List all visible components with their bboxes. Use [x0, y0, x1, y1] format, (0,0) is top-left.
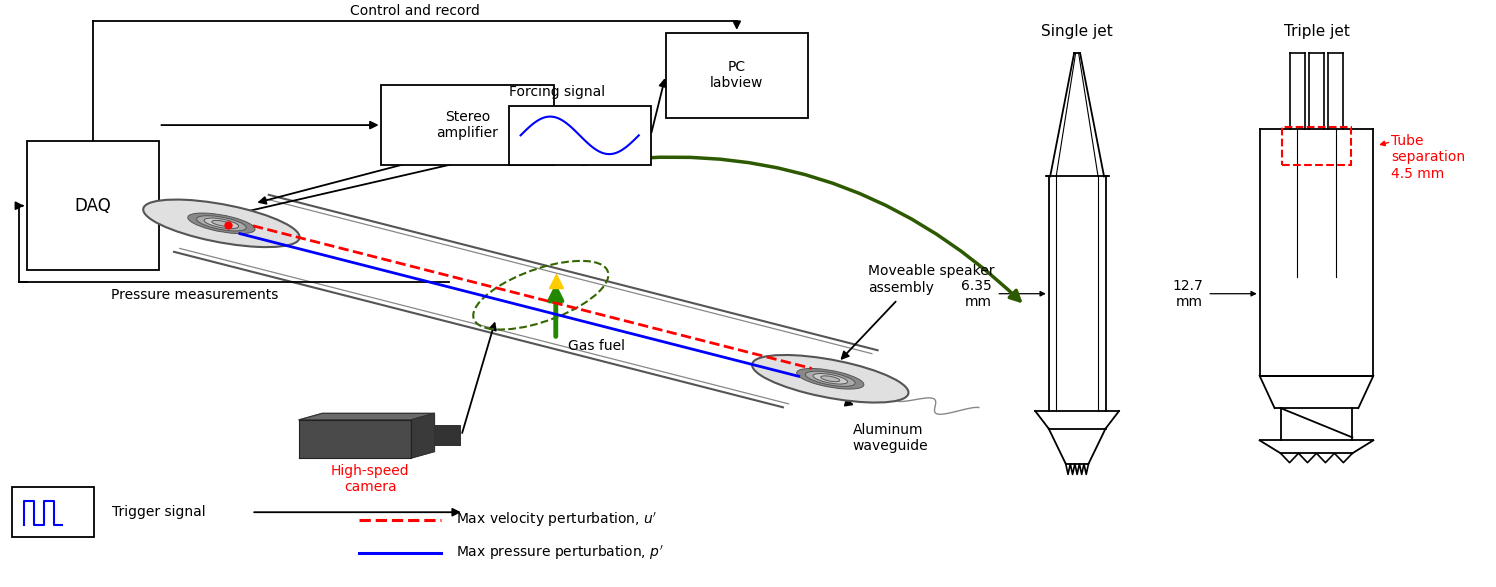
- FancyBboxPatch shape: [12, 487, 94, 537]
- Polygon shape: [299, 413, 434, 420]
- Text: Trigger signal: Trigger signal: [112, 505, 206, 519]
- FancyBboxPatch shape: [666, 33, 808, 118]
- FancyArrowPatch shape: [582, 157, 1020, 301]
- Text: 12.7
mm: 12.7 mm: [1171, 279, 1203, 309]
- Text: Single jet: Single jet: [1041, 24, 1113, 39]
- FancyBboxPatch shape: [509, 106, 651, 165]
- Ellipse shape: [188, 213, 254, 234]
- Text: Control and record: Control and record: [350, 4, 480, 18]
- Ellipse shape: [144, 200, 299, 247]
- Polygon shape: [411, 413, 434, 458]
- FancyBboxPatch shape: [27, 141, 159, 270]
- Ellipse shape: [797, 369, 863, 389]
- Text: Moveable speaker
assembly: Moveable speaker assembly: [868, 264, 995, 295]
- FancyBboxPatch shape: [299, 420, 411, 458]
- Text: Pressure measurements: Pressure measurements: [111, 288, 278, 302]
- Text: Max velocity perturbation, $u'$: Max velocity perturbation, $u'$: [456, 511, 658, 529]
- Text: Aluminum
waveguide: Aluminum waveguide: [853, 423, 929, 453]
- FancyBboxPatch shape: [434, 425, 461, 446]
- Text: Gas fuel: Gas fuel: [568, 339, 625, 353]
- Text: Max pressure perturbation, $p'$: Max pressure perturbation, $p'$: [456, 544, 664, 562]
- FancyBboxPatch shape: [381, 86, 554, 165]
- Text: 6.35
mm: 6.35 mm: [960, 279, 992, 309]
- Ellipse shape: [805, 371, 856, 386]
- Ellipse shape: [812, 373, 848, 384]
- Ellipse shape: [196, 216, 247, 231]
- Text: DAQ: DAQ: [75, 197, 111, 215]
- Text: Stereo
amplifier: Stereo amplifier: [437, 110, 498, 140]
- Ellipse shape: [203, 218, 239, 228]
- Text: Triple jet: Triple jet: [1284, 24, 1349, 39]
- Ellipse shape: [821, 376, 839, 382]
- Text: Forcing signal: Forcing signal: [509, 85, 604, 99]
- Ellipse shape: [752, 355, 908, 403]
- Text: PC
labview: PC labview: [711, 60, 763, 90]
- Text: Tube
separation
4.5 mm: Tube separation 4.5 mm: [1391, 134, 1466, 181]
- Text: High-speed
camera: High-speed camera: [331, 464, 410, 494]
- Ellipse shape: [212, 220, 230, 226]
